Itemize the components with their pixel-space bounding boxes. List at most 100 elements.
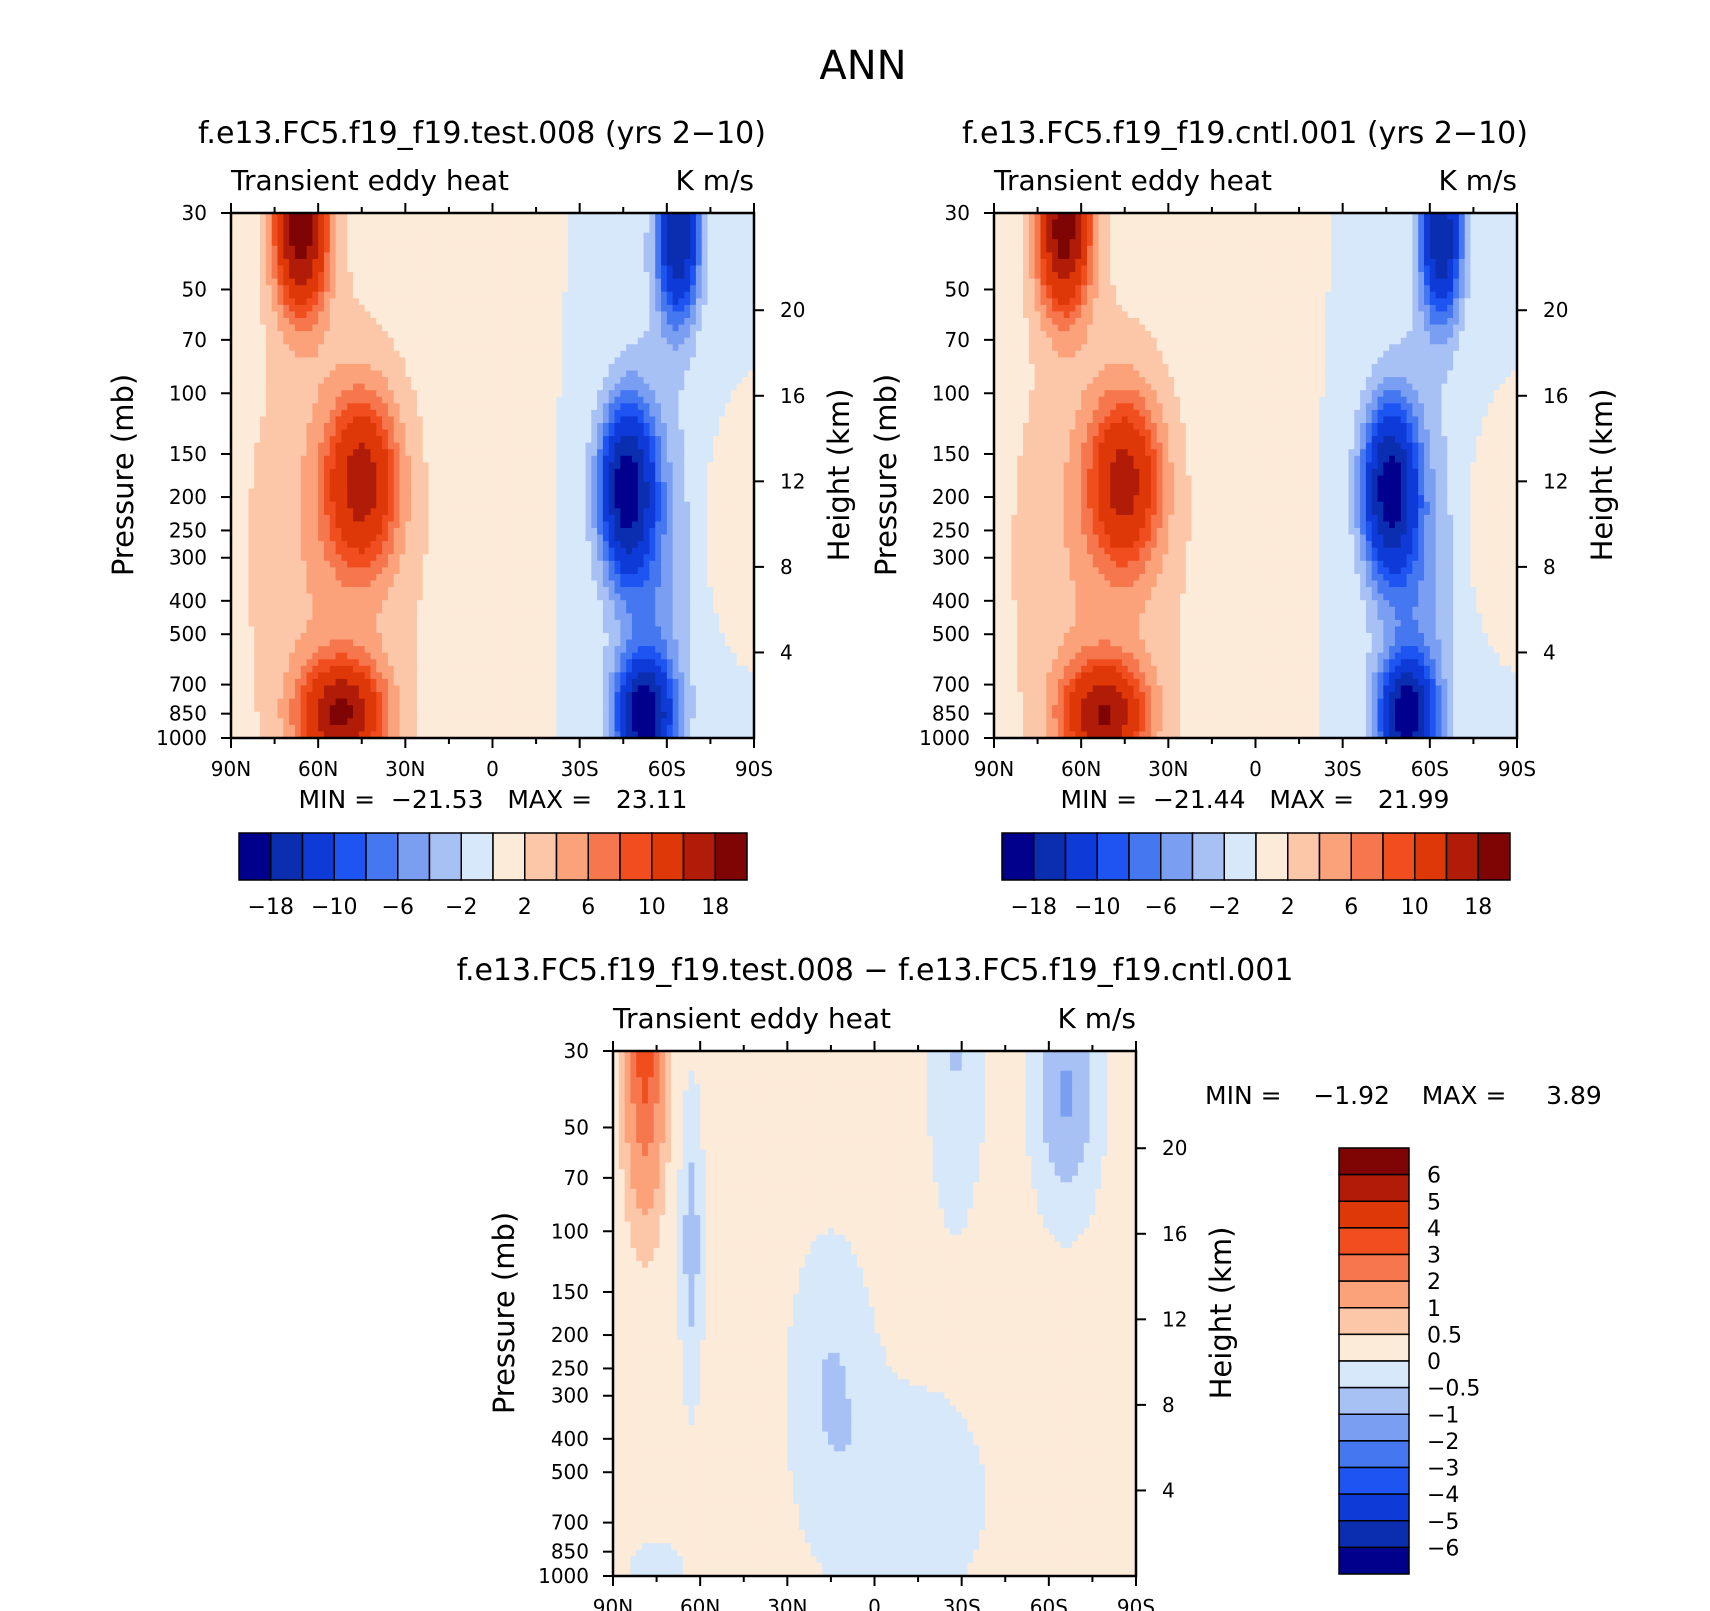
field-cell: [358, 383, 366, 391]
field-cell: [469, 245, 476, 253]
field-cell: [695, 462, 703, 470]
field-cell: [637, 449, 645, 457]
field-cell: [678, 554, 685, 562]
field-cell: [469, 409, 476, 418]
field-cell: [556, 554, 563, 562]
field-cell: [678, 298, 685, 306]
field-cell: [283, 324, 290, 332]
field-cell: [591, 416, 598, 424]
field-cell: [684, 318, 691, 326]
field-cell: [649, 501, 656, 509]
field-cell: [486, 547, 494, 555]
field-cell: [568, 442, 575, 450]
field-cell: [707, 475, 714, 483]
field-cell: [602, 331, 610, 339]
field-cell: [300, 573, 308, 582]
field-cell: [312, 482, 319, 490]
field-cell: [283, 495, 290, 503]
field-cell: [393, 311, 401, 319]
field-cell: [666, 442, 674, 450]
field-cell: [399, 252, 406, 260]
field-cell: [515, 331, 523, 339]
field-cell: [736, 423, 743, 431]
field-cell: [719, 462, 726, 470]
field-cell: [475, 213, 482, 221]
field-cell: [719, 508, 726, 516]
field-cell: [742, 514, 749, 523]
field-cell: [649, 213, 656, 221]
field-cell: [678, 462, 685, 470]
field-cell: [457, 324, 465, 332]
field-cell: [748, 541, 754, 549]
field-cell: [602, 547, 610, 555]
field-cell: [399, 272, 406, 280]
field-cell: [289, 488, 296, 496]
field-cell: [265, 403, 273, 411]
field-cell: [695, 213, 703, 221]
field-cell: [637, 278, 645, 286]
field-cell: [446, 409, 453, 418]
field-cell: [515, 304, 523, 313]
field-cell: [457, 377, 465, 385]
field-cell: [463, 377, 470, 385]
field-cell: [538, 331, 546, 339]
field-cell: [416, 331, 424, 339]
field-cell: [556, 265, 563, 273]
field-cell: [318, 377, 325, 385]
field-cell: [695, 370, 703, 378]
field-cell: [701, 285, 709, 293]
field-cell: [661, 377, 668, 385]
field-cell: [475, 331, 482, 339]
field-cell: [446, 567, 453, 575]
field-cell: [736, 318, 743, 326]
field-cell: [672, 226, 680, 234]
field-cell: [736, 442, 743, 450]
field-cell: [713, 350, 720, 358]
field-cell: [422, 239, 430, 247]
field-cell: [591, 501, 598, 509]
field-cell: [504, 318, 511, 326]
field-cell: [556, 272, 563, 280]
field-cell: [579, 232, 587, 240]
field-cell: [597, 554, 604, 562]
field-cell: [521, 232, 528, 240]
field-cell: [504, 383, 511, 391]
field-cell: [672, 514, 680, 523]
field-cell: [393, 429, 401, 437]
field-cell: [492, 423, 499, 431]
field-cell: [655, 429, 662, 437]
field-cell: [568, 488, 575, 496]
field-cell: [736, 311, 743, 319]
field-cell: [358, 475, 366, 483]
field-cell: [509, 455, 517, 463]
field-cell: [550, 291, 558, 299]
field-cell: [283, 436, 290, 444]
field-cell: [544, 272, 552, 280]
field-cell: [306, 501, 313, 509]
field-cell: [265, 429, 273, 437]
field-cell: [382, 560, 389, 568]
field-cell: [591, 213, 598, 221]
field-cell: [538, 278, 546, 286]
field-cell: [643, 226, 650, 234]
field-cell: [323, 304, 331, 313]
field-cell: [370, 285, 377, 293]
field-cell: [283, 423, 290, 431]
field-cell: [347, 291, 354, 299]
field-cell: [695, 357, 703, 365]
field-cell: [579, 560, 587, 568]
field-cell: [422, 449, 430, 457]
field-cell: [300, 350, 308, 358]
field-cell: [300, 363, 308, 372]
field-cell: [498, 285, 505, 293]
field-cell: [242, 245, 250, 253]
field-cell: [422, 350, 430, 358]
field-cell: [283, 252, 290, 260]
field-cell: [730, 560, 738, 568]
field-cell: [568, 318, 575, 326]
field-cell: [451, 442, 459, 450]
field-cell: [585, 291, 592, 299]
field-cell: [579, 298, 587, 306]
field-cell: [312, 370, 319, 378]
field-cell: [707, 449, 714, 457]
